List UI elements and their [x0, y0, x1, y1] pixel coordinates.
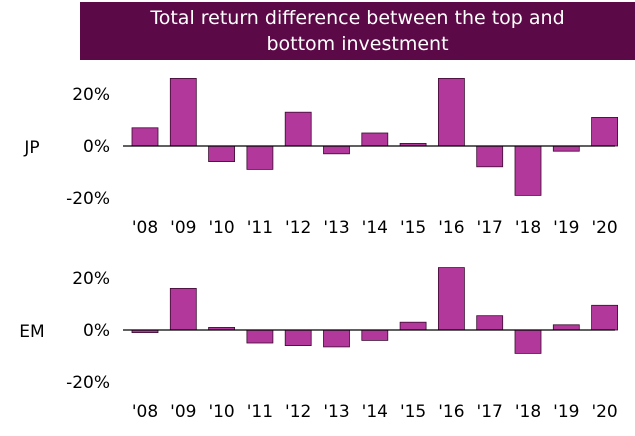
bar-em-09: [169, 287, 197, 331]
bar-jp-13: [323, 145, 350, 155]
bar-em-19: [552, 324, 580, 331]
bar-jp-12: [284, 111, 312, 147]
panel-em: EM 20% 0% -20% '08 '09 '10 '11 '12 '13 '14 '15 '16 '1…: [19, 267, 618, 422]
bar-em-15: [399, 321, 427, 331]
x-tick-label: '15: [400, 218, 426, 238]
x-tick-label: '17: [477, 402, 503, 422]
x-tick-label: '16: [438, 402, 464, 422]
bar-em-20: [591, 304, 618, 331]
y-tick-label: 0%: [83, 137, 110, 157]
x-tick-label: '15: [400, 402, 426, 422]
row-label: EM: [19, 322, 44, 342]
x-tick-label: '12: [285, 402, 311, 422]
bar-jp-10: [208, 145, 236, 163]
x-tick-label: '20: [591, 218, 617, 238]
x-tick-label: '09: [170, 402, 196, 422]
x-tick-label: '17: [477, 218, 503, 238]
bar-jp-16: [437, 78, 465, 147]
y-tick-label: -20%: [66, 189, 110, 209]
bar-jp-20: [591, 117, 618, 147]
x-tick-label: '09: [170, 218, 196, 238]
row-label: JP: [23, 138, 39, 158]
y-tick-label: 20%: [72, 269, 110, 289]
bar-jp-14: [361, 132, 389, 147]
x-tick-label: '18: [515, 402, 541, 422]
x-tick-label: '13: [323, 402, 349, 422]
x-tick-label: '11: [247, 402, 273, 422]
bar-em-13: [323, 329, 350, 348]
x-tick-label: '19: [553, 402, 579, 422]
panel-jp: JP 20% 0% -20% '08 '09 '10 '11 '12 '13 '14 '15 '16 '1…: [23, 78, 618, 238]
bar-em-16: [437, 267, 465, 331]
x-tick-label: '14: [362, 218, 388, 238]
y-tick-label: 20%: [72, 85, 110, 105]
x-tick-label: '12: [285, 218, 311, 238]
y-tick-label: -20%: [66, 373, 110, 393]
bar-jp-08: [131, 127, 159, 147]
bar-em-14: [361, 329, 389, 341]
x-tick-label: '16: [438, 218, 464, 238]
x-tick-label: '14: [362, 402, 388, 422]
x-tick-label: '20: [591, 402, 617, 422]
y-tick-label: 0%: [83, 321, 110, 341]
bar-jp-19: [552, 145, 580, 152]
x-tick-label: '10: [208, 218, 234, 238]
x-tick-label: '18: [515, 218, 541, 238]
bar-em-12: [284, 329, 312, 347]
bar-em-17: [476, 315, 504, 331]
chart-title: Total return difference between the top …: [80, 2, 635, 60]
x-tick-label: '11: [247, 218, 273, 238]
bar-jp-09: [169, 78, 197, 147]
x-tick-label: '10: [208, 402, 234, 422]
bar-jp-11: [246, 145, 274, 170]
x-tick-label: '08: [132, 402, 158, 422]
x-tick-label: '19: [553, 218, 579, 238]
bar-jp-18: [514, 145, 542, 196]
x-tick-label: '13: [323, 218, 349, 238]
x-tick-label: '08: [132, 218, 158, 238]
bar-em-11: [246, 329, 274, 344]
bar-em-18: [514, 329, 542, 354]
bar-jp-17: [476, 145, 504, 168]
